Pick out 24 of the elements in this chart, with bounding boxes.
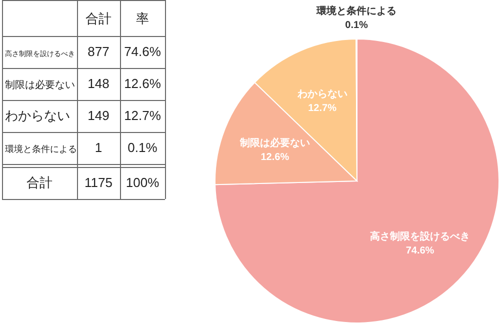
text: 148 bbox=[88, 76, 110, 91]
category-label: 制限は必要ない bbox=[5, 80, 75, 91]
category-label: わからない bbox=[5, 108, 70, 123]
text: 1 bbox=[94, 140, 102, 155]
text: 合計 bbox=[86, 11, 112, 26]
data-label: 12.6% bbox=[260, 152, 290, 164]
data-label: 0.1% bbox=[345, 20, 368, 31]
text: 率 bbox=[136, 11, 149, 26]
slice-label: 高さ制限を設けるべき bbox=[370, 230, 470, 242]
text: 877 bbox=[88, 44, 110, 59]
text: 1175 bbox=[84, 175, 112, 190]
data-label: 12.7% bbox=[308, 103, 337, 114]
text: 74.6% bbox=[124, 44, 161, 59]
slice-label: わからない bbox=[296, 89, 348, 100]
data-label: 74.6% bbox=[406, 245, 434, 256]
slice-label: 制限は必要ない bbox=[238, 137, 310, 150]
text: 合計 bbox=[26, 175, 52, 190]
text: 12.6% bbox=[124, 76, 161, 91]
text: 149 bbox=[88, 108, 110, 123]
slice-label: 環境と条件による bbox=[316, 5, 397, 17]
text: 100% bbox=[126, 175, 160, 190]
category-label: 環境と条件による bbox=[5, 144, 77, 154]
text: 12.7% bbox=[124, 108, 161, 123]
text: 0.1% bbox=[128, 140, 158, 155]
